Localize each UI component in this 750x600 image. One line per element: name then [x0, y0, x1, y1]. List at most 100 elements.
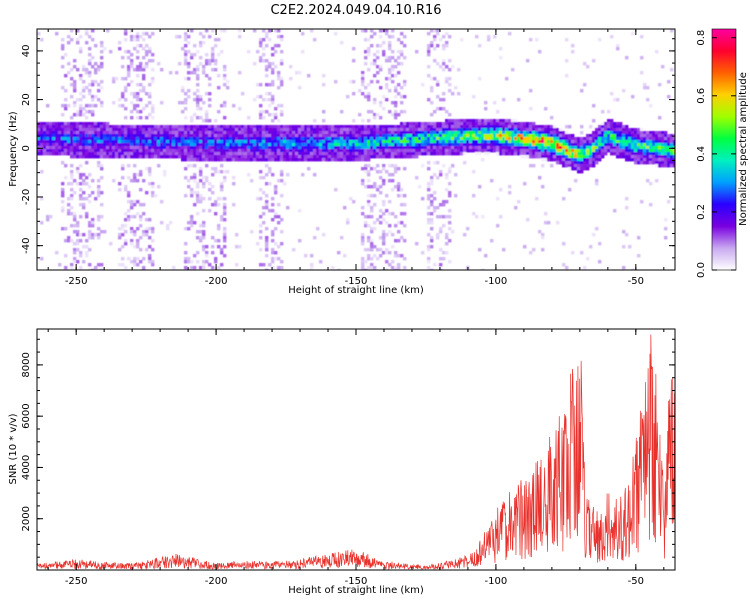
heatmap-cell — [94, 266, 98, 270]
heatmap-cell — [358, 137, 362, 141]
heatmap-cell — [73, 251, 77, 255]
heatmap-cell — [622, 155, 626, 159]
heatmap-cell — [508, 146, 512, 150]
heatmap-cell — [394, 254, 398, 258]
heatmap-cell — [433, 140, 437, 144]
heatmap-cell — [91, 179, 95, 183]
heatmap-cell — [139, 155, 143, 159]
heatmap-cell — [142, 68, 146, 72]
heatmap-cell — [280, 50, 284, 54]
heatmap-cell — [115, 155, 119, 159]
heatmap-cell — [445, 128, 449, 132]
heatmap-cell — [589, 140, 593, 144]
heatmap-cell — [652, 131, 656, 135]
heatmap-cell — [157, 152, 161, 156]
heatmap-cell — [142, 128, 146, 132]
heatmap-cell — [412, 140, 416, 144]
heatmap-cell — [124, 266, 128, 270]
heatmap-cell — [169, 146, 173, 150]
heatmap-cell — [85, 125, 89, 129]
heatmap-cell — [97, 146, 101, 150]
heatmap-cell — [520, 152, 524, 156]
heatmap-cell — [142, 125, 146, 129]
heatmap-cell — [556, 155, 560, 159]
heatmap-cell — [502, 146, 506, 150]
heatmap-cell — [565, 38, 569, 42]
heatmap-cell — [628, 131, 632, 135]
heatmap-cell — [184, 143, 188, 147]
heatmap-cell — [256, 50, 260, 54]
heatmap-cell — [538, 137, 542, 141]
heatmap-cell — [319, 128, 323, 132]
heatmap-cell — [148, 128, 152, 132]
heatmap-cell — [55, 134, 59, 138]
heatmap-cell — [448, 125, 452, 129]
heatmap-cell — [259, 236, 263, 240]
heatmap-cell — [448, 119, 452, 123]
heatmap-cell — [361, 242, 365, 246]
heatmap-cell — [94, 131, 98, 135]
heatmap-cell — [187, 164, 191, 168]
heatmap-cell — [451, 134, 455, 138]
heatmap-cell — [256, 140, 260, 144]
heatmap-cell — [49, 146, 53, 150]
heatmap-cell — [205, 137, 209, 141]
heatmap-cell — [406, 122, 410, 126]
heatmap-cell — [610, 128, 614, 132]
heatmap-cell — [265, 182, 269, 186]
heatmap-cell — [640, 143, 644, 147]
heatmap-cell — [172, 146, 176, 150]
heatmap-cell — [454, 146, 458, 150]
heatmap-cell — [190, 260, 194, 264]
heatmap-cell — [646, 146, 650, 150]
heatmap-cell — [493, 122, 497, 126]
heatmap-cell — [226, 131, 230, 135]
heatmap-cell — [178, 125, 182, 129]
heatmap-cell — [586, 167, 590, 171]
heatmap-cell — [340, 131, 344, 135]
heatmap-cell — [562, 161, 566, 165]
heatmap-cell — [184, 116, 188, 120]
heatmap-cell — [565, 59, 569, 63]
heatmap-cell — [271, 257, 275, 261]
heatmap-cell — [373, 146, 377, 150]
heatmap-cell — [472, 146, 476, 150]
heatmap-cell — [100, 143, 104, 147]
heatmap-cell — [163, 134, 167, 138]
heatmap-cell — [382, 236, 386, 240]
heatmap-cell — [79, 77, 83, 81]
heatmap-cell — [610, 125, 614, 129]
heatmap-cell — [85, 137, 89, 141]
heatmap-cell — [298, 86, 302, 90]
heatmap-cell — [196, 50, 200, 54]
heatmap-cell — [181, 125, 185, 129]
heatmap-cell — [349, 155, 353, 159]
heatmap-cell — [118, 131, 122, 135]
heatmap-cell — [418, 140, 422, 144]
heatmap-cell — [571, 251, 575, 255]
heatmap-cell — [175, 146, 179, 150]
heatmap-cell — [664, 137, 668, 141]
heatmap-cell — [76, 146, 80, 150]
heatmap-cell — [454, 86, 458, 90]
heatmap-cell — [208, 188, 212, 192]
heatmap-cell — [73, 230, 77, 234]
heatmap-cell — [304, 146, 308, 150]
heatmap-cell — [448, 134, 452, 138]
heatmap-cell — [70, 164, 74, 168]
heatmap-cell — [40, 131, 44, 135]
heatmap-cell — [223, 134, 227, 138]
heatmap-cell — [85, 122, 89, 126]
heatmap-cell — [523, 182, 527, 186]
heatmap-cell — [343, 137, 347, 141]
heatmap-cell — [394, 155, 398, 159]
heatmap-cell — [367, 266, 371, 270]
heatmap-cell — [193, 155, 197, 159]
heatmap-cell — [379, 248, 383, 252]
heatmap-cell — [514, 149, 518, 153]
heatmap-cell — [58, 134, 62, 138]
heatmap-cell — [475, 125, 479, 129]
heatmap-cell — [373, 266, 377, 270]
heatmap-cell — [532, 137, 536, 141]
heatmap-cell — [370, 80, 374, 84]
